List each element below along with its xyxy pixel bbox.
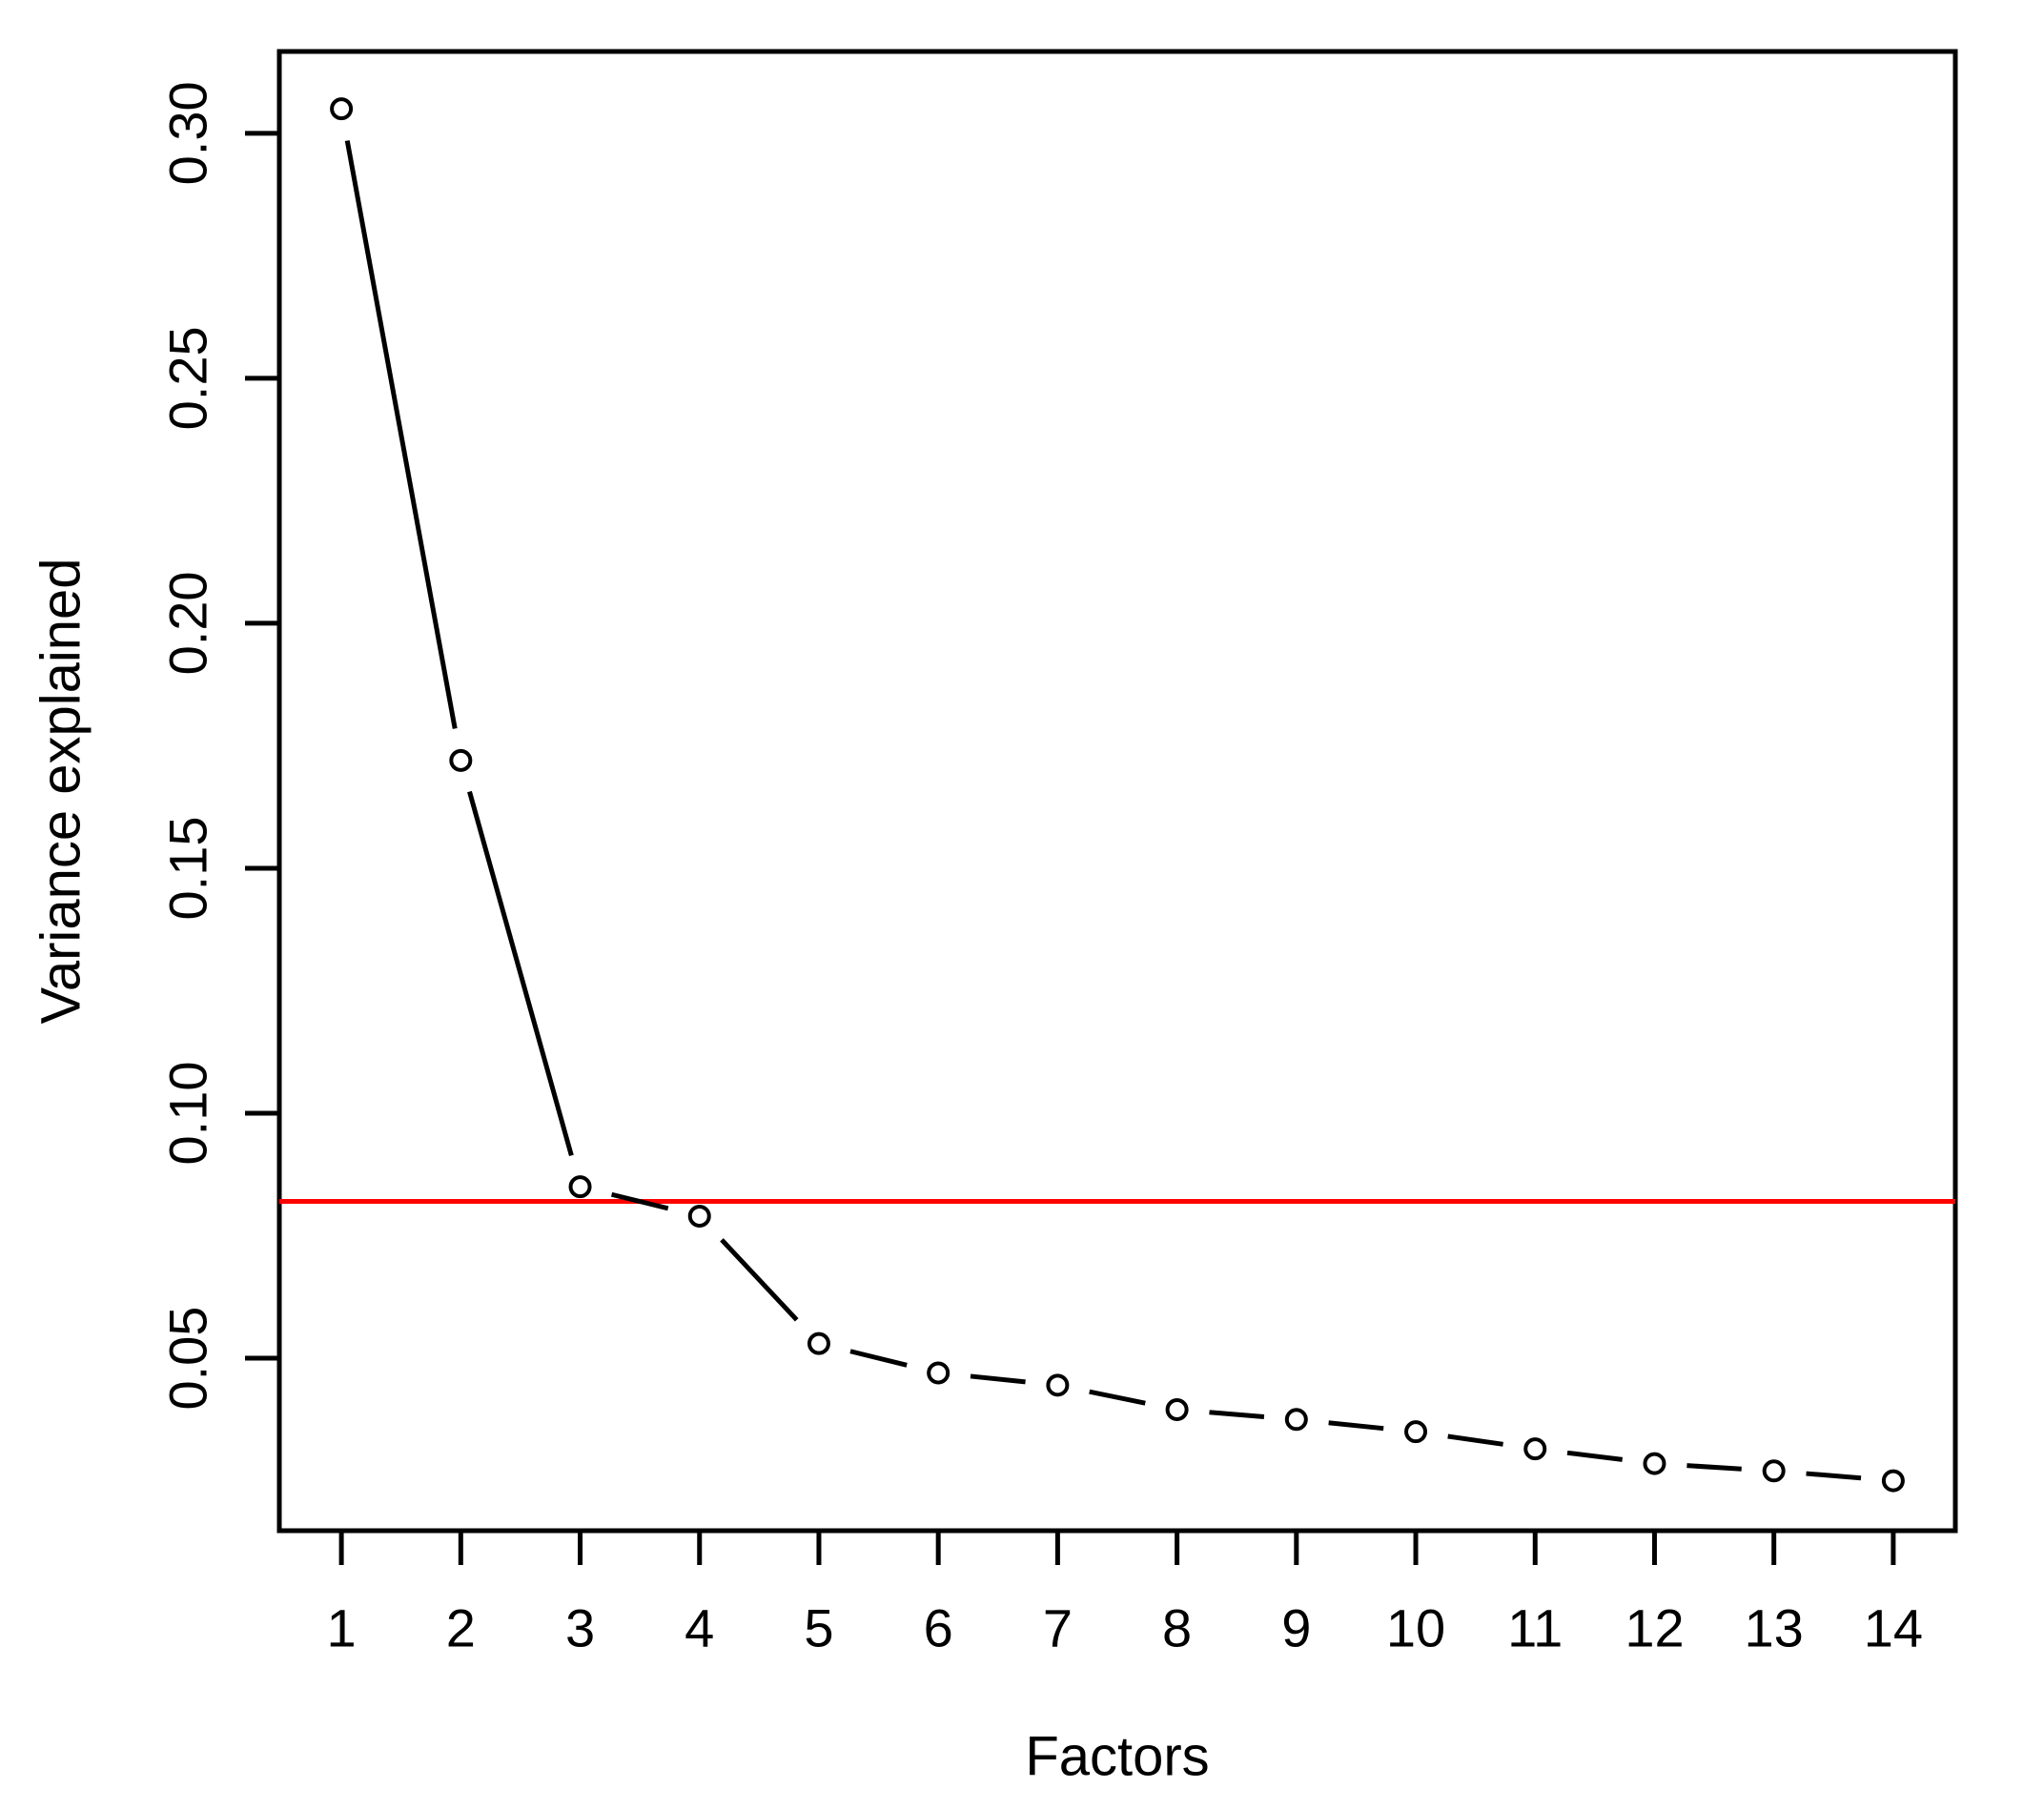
data-point [1881,1469,1905,1493]
x-tick-label: 5 [804,1598,833,1658]
line-segment [1328,1420,1384,1432]
line-segment [1566,1450,1624,1462]
data-point [1165,1398,1189,1422]
y-axis-title: Variance explained [30,558,92,1025]
line-segment [344,140,458,729]
plot-border [276,49,1958,1534]
line-segment [467,790,574,1157]
x-tick-label: 2 [446,1598,476,1658]
line-segment [1209,1410,1265,1420]
x-tick-label: 7 [1043,1598,1073,1658]
data-point [807,1331,830,1355]
x-tick-label: 3 [565,1598,595,1658]
y-tick-label: 0.05 [158,1307,218,1411]
line-segment [610,1191,669,1211]
x-tick-label: 8 [1162,1598,1192,1658]
y-tick-label: 0.10 [158,1062,218,1166]
data-point [330,97,354,121]
y-tick-label: 0.15 [158,816,218,920]
line-segment [1806,1471,1862,1481]
data-point [1762,1459,1786,1483]
data-point [687,1204,711,1228]
data-point [1284,1408,1308,1432]
line-segment [970,1373,1026,1385]
line-segment [1447,1433,1503,1447]
x-tick-label: 10 [1386,1598,1445,1658]
x-tick-label: 12 [1625,1598,1684,1658]
data-point [1404,1420,1428,1444]
data-point [1523,1437,1547,1461]
line-segment [1686,1463,1742,1472]
x-axis-title: Factors [1025,1725,1210,1788]
x-tick-label: 13 [1745,1598,1804,1658]
data-point [927,1361,950,1385]
data-point [449,748,473,772]
data-point [568,1175,592,1199]
data-point [1643,1452,1666,1475]
x-tick-label: 4 [685,1598,714,1658]
line-segment [720,1238,799,1322]
line-segment [1089,1389,1146,1406]
x-tick-label: 9 [1281,1598,1311,1658]
line-segment [849,1349,908,1368]
x-tick-label: 14 [1864,1598,1923,1658]
y-tick-label: 0.20 [158,571,218,675]
x-tick-label: 1 [327,1598,357,1658]
y-tick-label: 0.25 [158,326,218,430]
y-tick-label: 0.30 [158,81,218,185]
x-tick-label: 6 [924,1598,953,1658]
data-point [1046,1373,1070,1397]
x-tick-label: 11 [1507,1598,1563,1658]
